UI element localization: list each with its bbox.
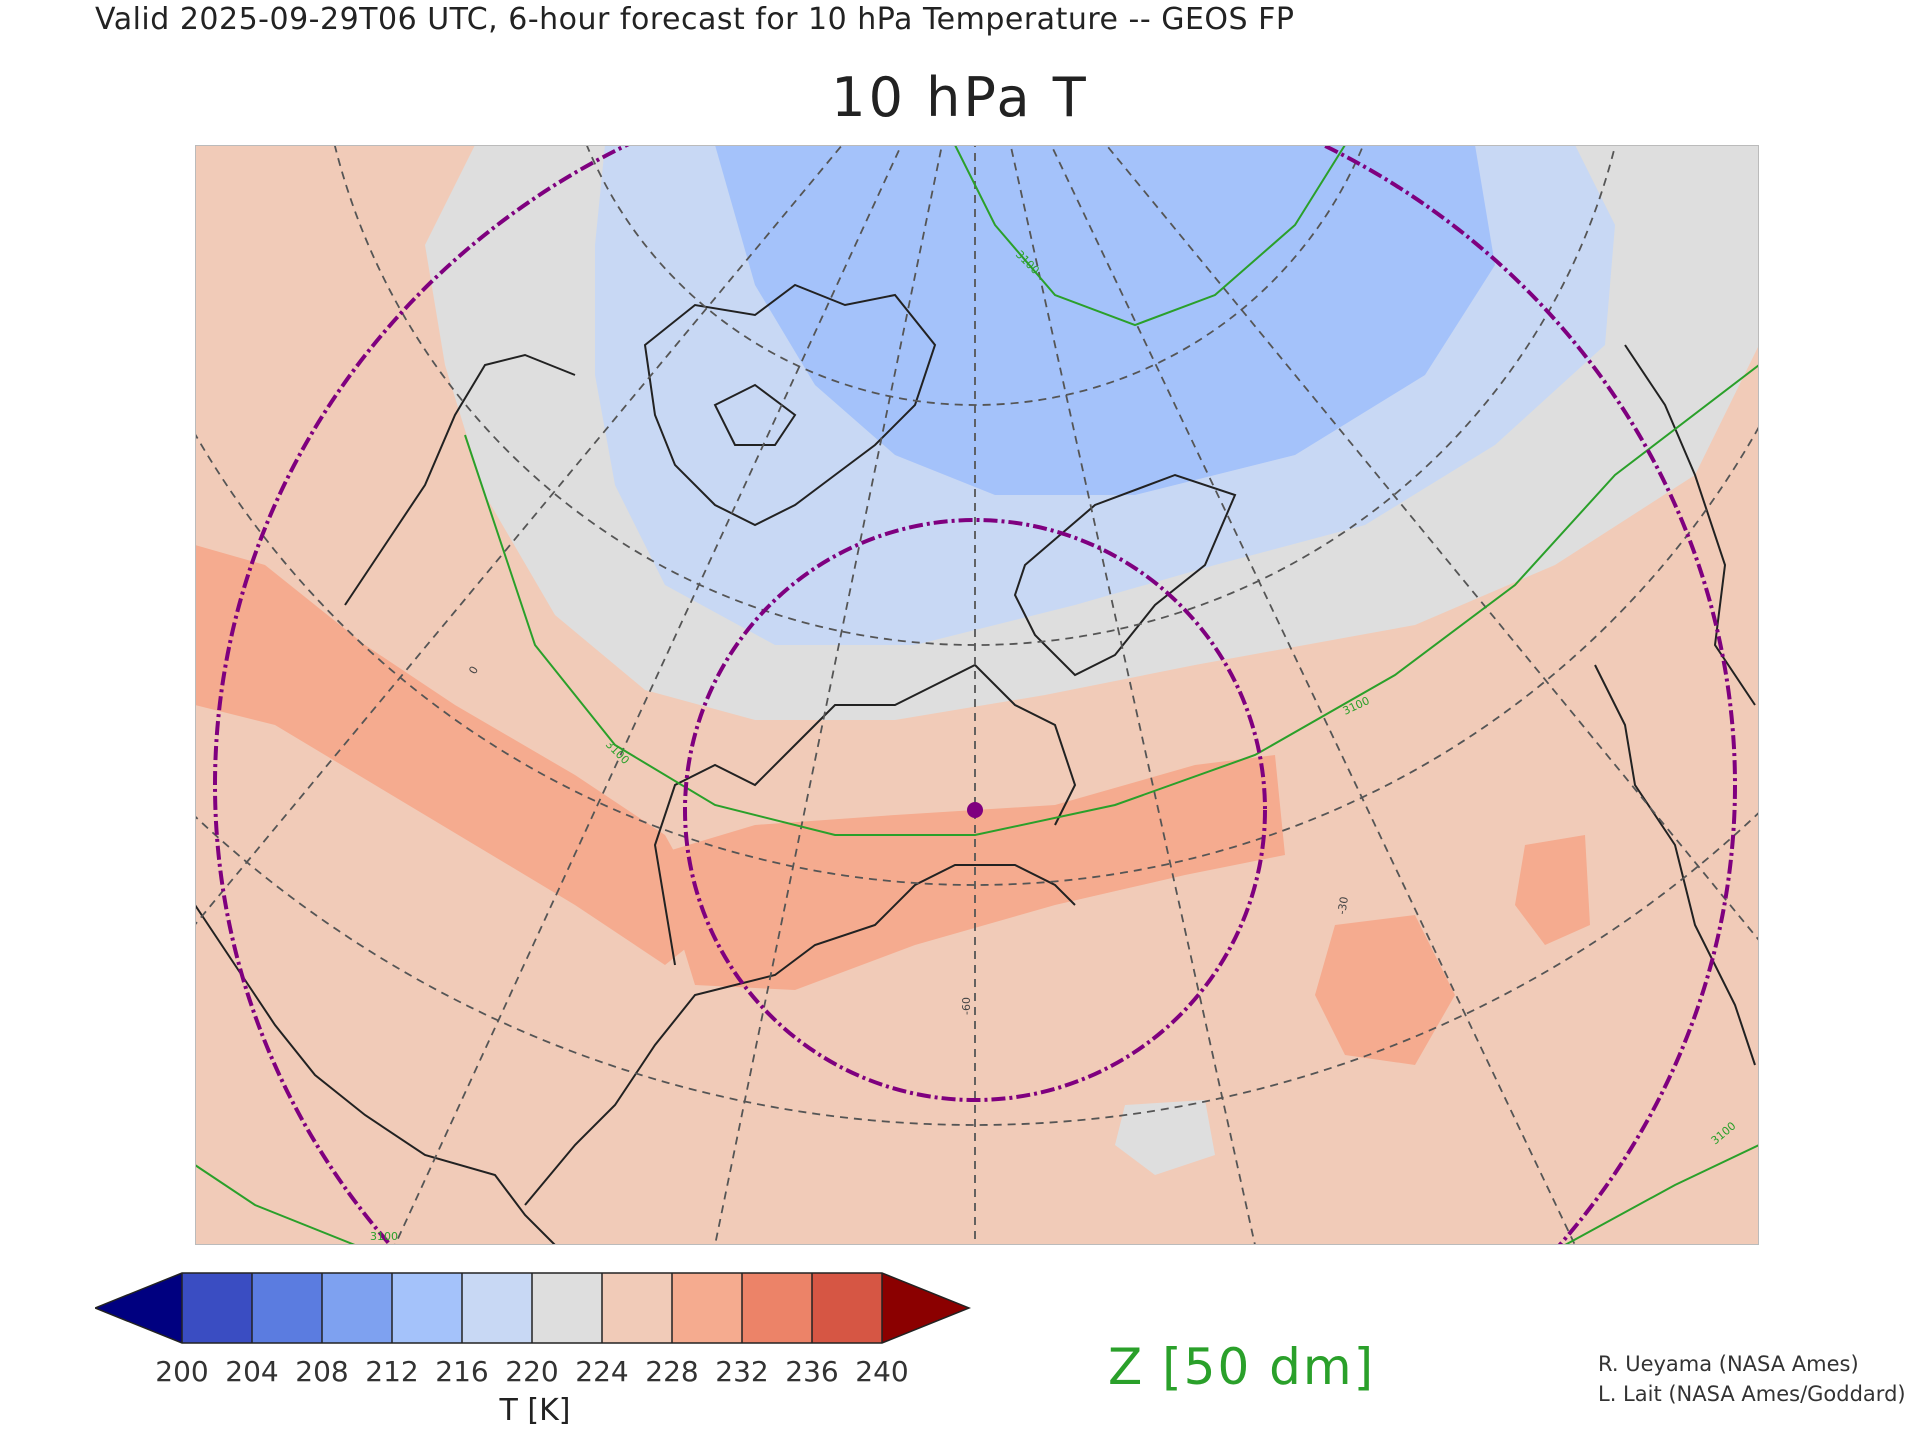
north-america-coastline <box>195 353 1077 1245</box>
colorbar-swatch-7 <box>602 1273 672 1343</box>
inner-ring <box>683 518 1267 1102</box>
meridian-4 <box>394 145 903 1245</box>
colorbar-swatch-6 <box>532 1273 602 1343</box>
forecast-valid-header: Valid 2025-09-29T06 UTC, 6-hour forecast… <box>95 2 1295 37</box>
colorbar-tick-232: 232 <box>715 1355 769 1388</box>
credit-line-1: R. Ueyama (NASA Ames) <box>1598 1352 1859 1376</box>
credit-line-2: L. Lait (NASA Ames/Goddard) <box>1598 1382 1906 1406</box>
colorbar-swatch-10 <box>812 1273 882 1343</box>
contour-label-4: 3100 <box>370 1230 398 1243</box>
colorbar-tick-220: 220 <box>505 1355 559 1388</box>
geopotential-contour-main <box>464 364 1759 836</box>
greenland-outline <box>1013 473 1237 677</box>
colorbar-tick-240: 240 <box>855 1355 909 1388</box>
colorbar-swatch-8 <box>672 1273 742 1343</box>
meridian-label-2: -30 <box>1335 896 1351 916</box>
colorbar-swatch-2 <box>252 1273 322 1343</box>
temperature-region-coldest <box>715 145 1495 495</box>
geopotential-contour-north <box>954 145 1346 327</box>
colorbar-tick-228: 228 <box>645 1355 699 1388</box>
colorbar-under-arrow <box>95 1273 182 1343</box>
colorbar-swatch-5 <box>462 1273 532 1343</box>
geopotential-contour-southwest <box>195 1164 356 1245</box>
meridian-5 <box>1050 145 1576 1245</box>
warm-band-east <box>655 755 1285 990</box>
meridian-label-1: -60 <box>960 997 973 1015</box>
warm-patch-europe <box>1515 835 1590 945</box>
map-title: 10 hPa T <box>831 66 1089 129</box>
meridian-3 <box>1009 145 1256 1245</box>
colorbar-tick-216: 216 <box>435 1355 489 1388</box>
warm-band-west <box>195 545 715 965</box>
colorbar-tick-208: 208 <box>295 1355 349 1388</box>
meridian-6 <box>195 145 844 926</box>
colorbar-swatch-3 <box>322 1273 392 1343</box>
center-marker <box>967 802 983 818</box>
outer-ring <box>213 145 1737 1245</box>
temperature-map: 3100 3100 3100 3100 3100 -60 -30 0 <box>195 145 1759 1245</box>
meridian-2 <box>714 145 943 1245</box>
warm-patch-atlantic <box>1315 915 1455 1065</box>
colorbar-tick-212: 212 <box>365 1355 419 1388</box>
colorbar-tick-200: 200 <box>155 1355 209 1388</box>
colorbar-tick-204: 204 <box>225 1355 279 1388</box>
colorbar-unit-label: T [K] <box>499 1393 571 1428</box>
geopotential-contour-southeast <box>1564 1144 1759 1245</box>
colorbar-swatch-1 <box>182 1273 252 1343</box>
colorbar-over-arrow <box>882 1273 969 1343</box>
colorbar-swatch-9 <box>742 1273 812 1343</box>
colorbar-tick-224: 224 <box>575 1355 629 1388</box>
colorbar-swatch-4 <box>392 1273 462 1343</box>
meridian-7 <box>1105 145 1759 942</box>
colorbar-tick-236: 236 <box>785 1355 839 1388</box>
temperature-colorbar <box>95 1272 972 1344</box>
neutral-patch-atlantic <box>1115 1100 1215 1175</box>
geopotential-legend-label: Z [50 dm] <box>1108 1338 1376 1396</box>
arctic-archipelago-outline <box>643 283 937 527</box>
